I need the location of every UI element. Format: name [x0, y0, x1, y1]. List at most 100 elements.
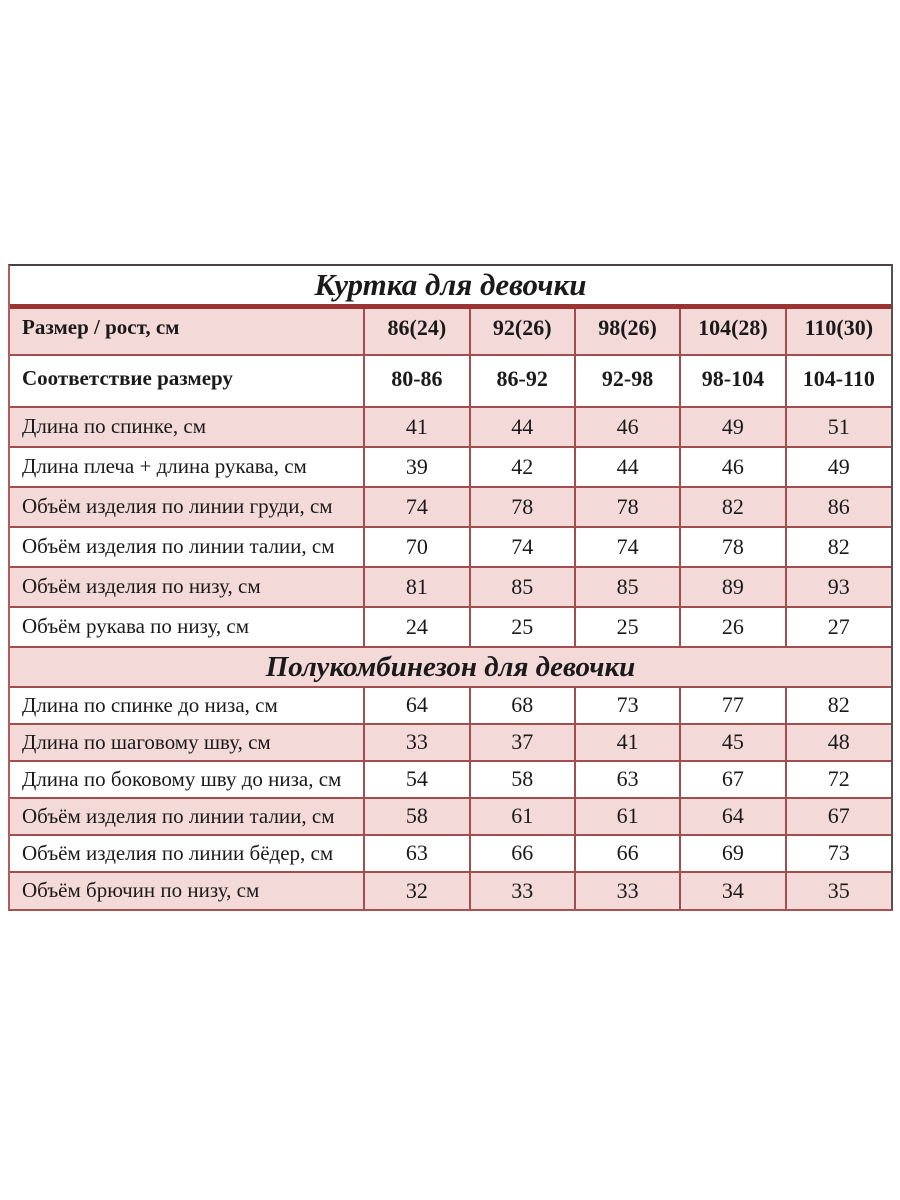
correspondence-value: 86-92 [468, 353, 576, 408]
measurement-value: 78 [573, 485, 682, 528]
measurement-value: 63 [363, 833, 471, 873]
measurement-value: 86 [784, 485, 891, 528]
measurement-value: 25 [468, 605, 576, 648]
measurement-label: Объём изделия по низу, см [10, 565, 366, 608]
measurement-value: 72 [784, 759, 891, 799]
measurement-value: 33 [573, 870, 682, 909]
correspondence-value: 98-104 [679, 353, 787, 408]
measurement-value: 42 [468, 445, 576, 488]
measurement-value: 85 [573, 565, 682, 608]
jacket-measurement-row: Длина плеча + длина рукава, см 39 42 44 46 49 [10, 445, 891, 488]
jacket-measurement-row: Длина по спинке, см 41 44 46 49 51 [10, 405, 891, 448]
measurement-label: Длина по шаговому шву, см [10, 722, 366, 762]
jacket-title-row: Куртка для девочки [10, 266, 891, 309]
measurement-label: Длина по боковому шву до низа, см [10, 759, 366, 799]
measurement-value: 32 [363, 870, 471, 909]
correspondence-value: 92-98 [573, 353, 682, 408]
measurement-value: 69 [679, 833, 787, 873]
measurement-value: 74 [468, 525, 576, 568]
measurement-value: 73 [784, 833, 891, 873]
size-chart-table-body: Куртка для девочки Размер / рост, см 86(24… [10, 266, 891, 909]
measurement-value: 93 [784, 565, 891, 608]
measurement-value: 66 [573, 833, 682, 873]
correspondence-value: 80-86 [363, 353, 471, 408]
measurement-value: 39 [363, 445, 471, 488]
measurement-value: 46 [679, 445, 787, 488]
jacket-measurement-row: Объём изделия по линии груди, см 74 78 78 82… [10, 485, 891, 528]
overalls-measurement-row: Объём брючин по низу, см 32 33 33 34 35 [10, 870, 891, 909]
size-column-header: 104(28) [679, 305, 787, 356]
measurement-label: Длина плеча + длина рукава, см [10, 445, 366, 488]
size-column-header: 92(26) [468, 305, 576, 356]
measurement-value: 67 [784, 796, 891, 836]
measurement-value: 64 [363, 685, 471, 725]
measurement-value: 61 [573, 796, 682, 836]
measurement-value: 24 [363, 605, 471, 648]
jacket-measurement-row: Объём изделия по линии талии, см 70 74 74 78… [10, 525, 891, 568]
measurement-value: 81 [363, 565, 471, 608]
measurement-value: 44 [573, 445, 682, 488]
measurement-value: 58 [468, 759, 576, 799]
measurement-value: 33 [363, 722, 471, 762]
size-chart-table-frame: Куртка для девочки Размер / рост, см 86(24… [8, 264, 893, 911]
jacket-measurement-row: Объём изделия по низу, см 81 85 85 89 93 [10, 565, 891, 608]
measurement-value: 37 [468, 722, 576, 762]
measurement-value: 48 [784, 722, 891, 762]
jacket-section-title: Куртка для девочки [10, 266, 891, 309]
overalls-section-title: Полукомбинезон для девочки [10, 645, 891, 688]
measurement-value: 35 [784, 870, 891, 909]
measurement-label: Объём изделия по линии талии, см [10, 796, 366, 836]
measurement-value: 89 [679, 565, 787, 608]
measurement-label: Длина по спинке до низа, см [10, 685, 366, 725]
overalls-measurement-row: Длина по шаговому шву, см 33 37 41 45 48 [10, 722, 891, 762]
overalls-measurement-row: Объём изделия по линии талии, см 58 61 61 64… [10, 796, 891, 836]
size-column-header: 98(26) [573, 305, 682, 356]
measurement-value: 58 [363, 796, 471, 836]
measurement-label: Объём изделия по линии груди, см [10, 485, 366, 528]
size-header-row: Размер / рост, см 86(24) 92(26) 98(26) 104(2… [10, 305, 891, 356]
measurement-label: Объём изделия по линии бёдер, см [10, 833, 366, 873]
measurement-value: 34 [679, 870, 787, 909]
jacket-measurement-row: Объём рукава по низу, см 24 25 25 26 27 [10, 605, 891, 648]
size-column-header: 86(24) [363, 305, 471, 356]
correspondence-value: 104-110 [784, 353, 891, 408]
correspondence-label: Соответствие размеру [10, 353, 366, 408]
measurement-value: 77 [679, 685, 787, 725]
measurement-value: 44 [468, 405, 576, 448]
size-chart-table: Куртка для девочки Размер / рост, см 86(24… [10, 266, 891, 909]
measurement-value: 51 [784, 405, 891, 448]
measurement-value: 73 [573, 685, 682, 725]
measurement-value: 49 [679, 405, 787, 448]
size-column-header: 110(30) [784, 305, 891, 356]
measurement-value: 66 [468, 833, 576, 873]
measurement-value: 78 [679, 525, 787, 568]
measurement-value: 64 [679, 796, 787, 836]
measurement-value: 25 [573, 605, 682, 648]
measurement-value: 41 [363, 405, 471, 448]
overalls-measurement-row: Длина по спинке до низа, см 64 68 73 77 82 [10, 685, 891, 725]
measurement-value: 82 [784, 525, 891, 568]
measurement-value: 68 [468, 685, 576, 725]
measurement-value: 82 [679, 485, 787, 528]
measurement-value: 54 [363, 759, 471, 799]
size-header-label: Размер / рост, см [10, 305, 366, 356]
measurement-value: 41 [573, 722, 682, 762]
measurement-label: Длина по спинке, см [10, 405, 366, 448]
measurement-value: 33 [468, 870, 576, 909]
measurement-label: Объём изделия по линии талии, см [10, 525, 366, 568]
measurement-label: Объём рукава по низу, см [10, 605, 366, 648]
measurement-value: 46 [573, 405, 682, 448]
measurement-label: Объём брючин по низу, см [10, 870, 366, 909]
measurement-value: 78 [468, 485, 576, 528]
size-correspondence-row: Соответствие размеру 80-86 86-92 92-98 98-10… [10, 353, 891, 408]
overalls-title-row: Полукомбинезон для девочки [10, 645, 891, 688]
overalls-measurement-row: Длина по боковому шву до низа, см 54 58 63 6… [10, 759, 891, 799]
measurement-value: 61 [468, 796, 576, 836]
measurement-value: 74 [573, 525, 682, 568]
measurement-value: 74 [363, 485, 471, 528]
overalls-measurement-row: Объём изделия по линии бёдер, см 63 66 66 69… [10, 833, 891, 873]
measurement-value: 85 [468, 565, 576, 608]
measurement-value: 45 [679, 722, 787, 762]
measurement-value: 26 [679, 605, 787, 648]
